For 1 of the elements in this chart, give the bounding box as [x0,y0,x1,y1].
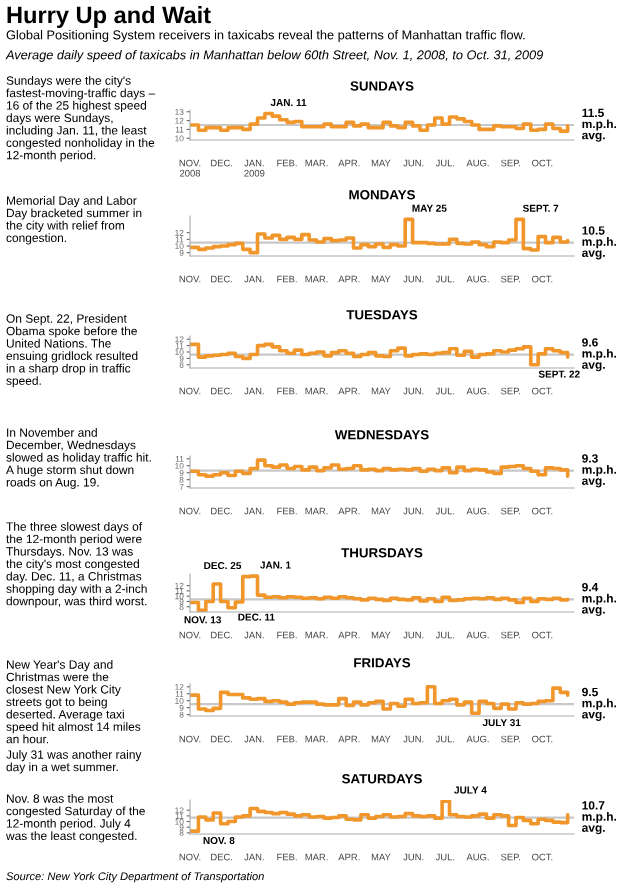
text: Hurry Up and Wait [7,6,211,29]
